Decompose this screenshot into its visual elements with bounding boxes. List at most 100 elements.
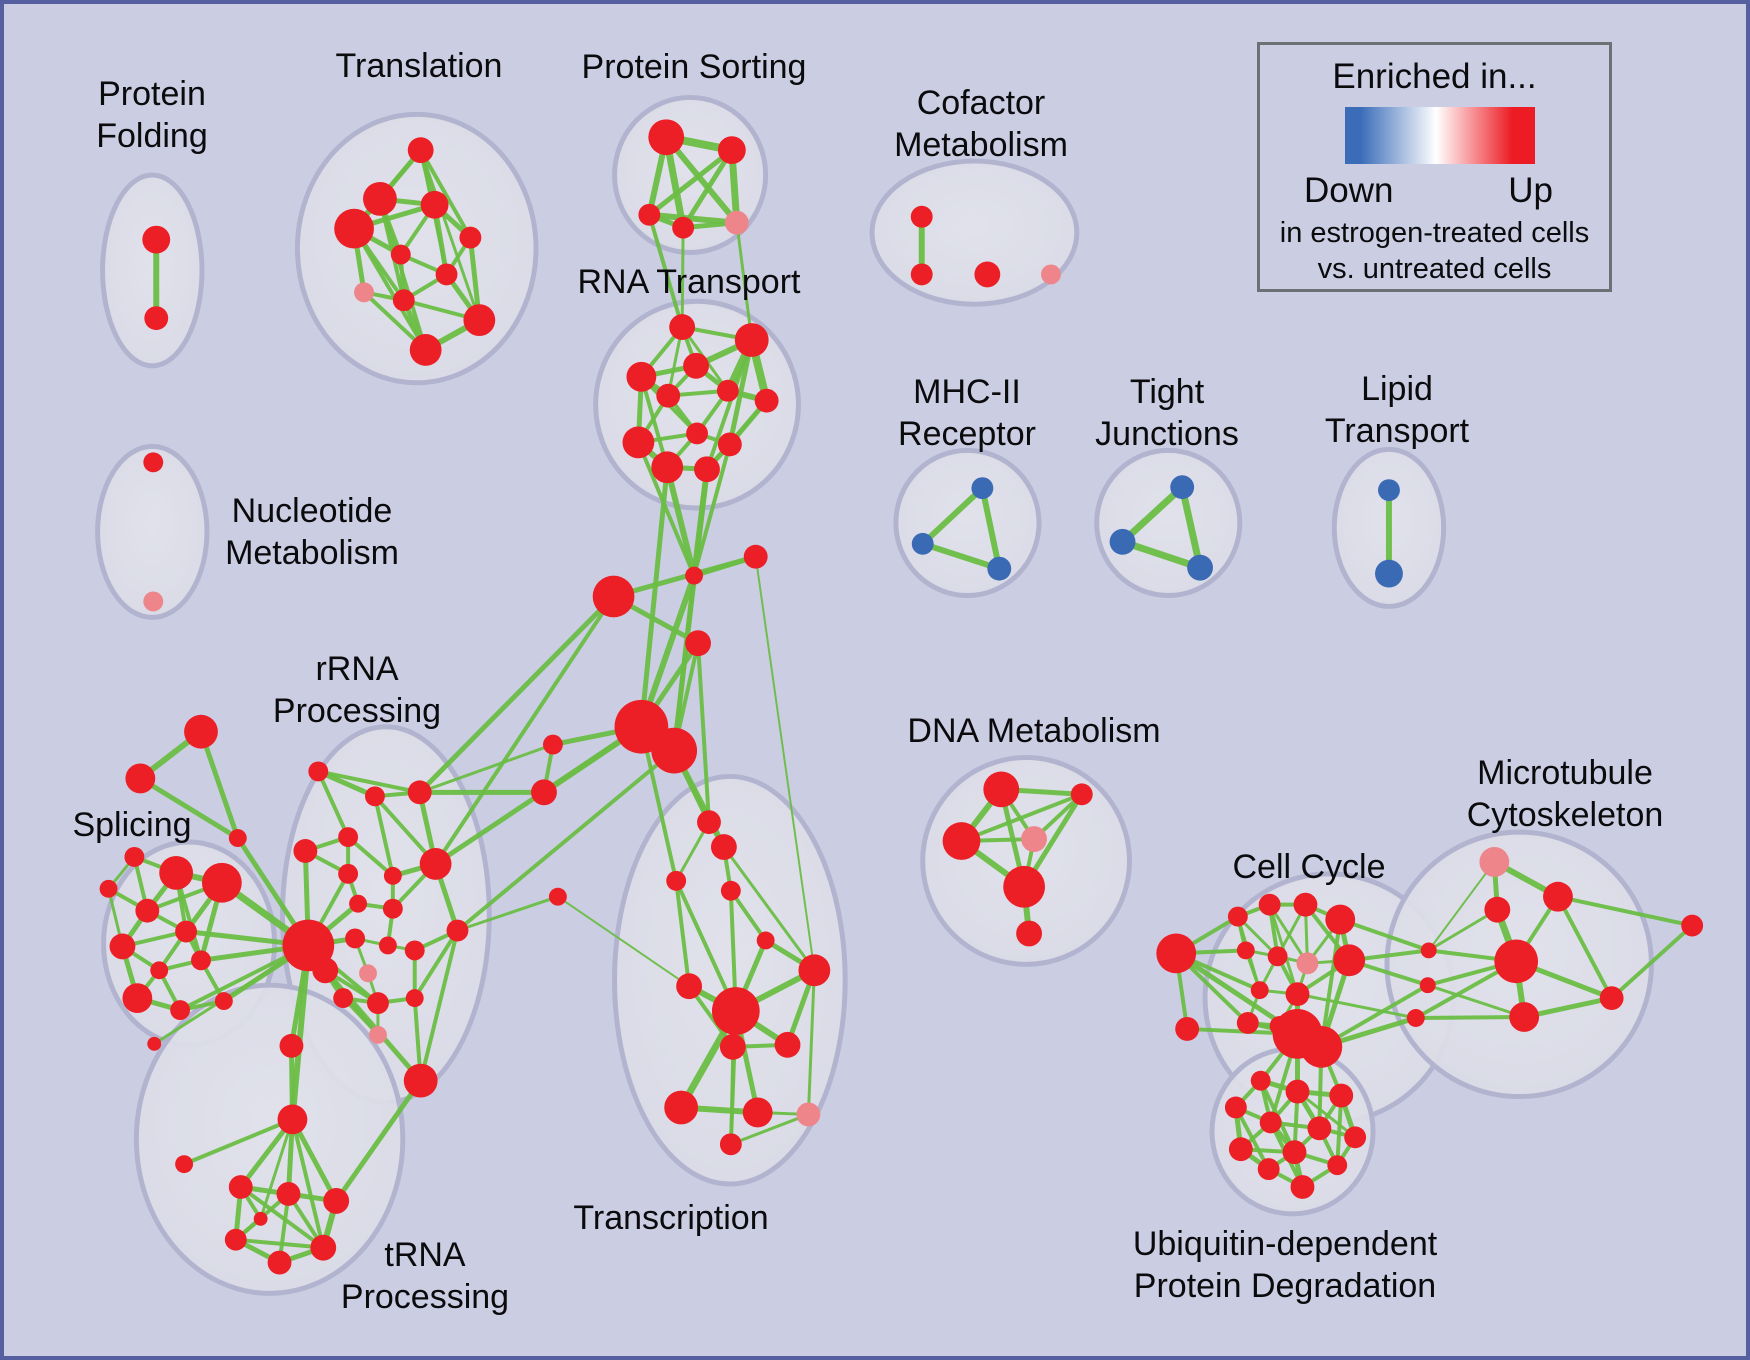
node-tx9 bbox=[774, 1031, 801, 1058]
node-tn10 bbox=[147, 1036, 162, 1051]
node-tn4 bbox=[323, 1187, 350, 1214]
node-j4 bbox=[685, 630, 711, 657]
node-sp1 bbox=[159, 855, 194, 890]
node-t11 bbox=[409, 334, 442, 366]
node-mc6 bbox=[1681, 914, 1704, 937]
node-c4 bbox=[1041, 264, 1061, 285]
node-cc4 bbox=[1325, 904, 1356, 935]
node-tj1 bbox=[1170, 475, 1195, 500]
legend-box: Enriched in... Down Up in estrogen-treat… bbox=[1257, 42, 1612, 292]
edge-mc2-mc6 bbox=[1555, 894, 1695, 928]
node-p5 bbox=[724, 210, 749, 235]
node-d1 bbox=[983, 771, 1020, 808]
node-sp3 bbox=[124, 847, 145, 867]
node-u12 bbox=[1290, 1175, 1315, 1199]
cluster-label-protein-folding-line2: Folding bbox=[96, 117, 208, 155]
network-svg bbox=[95, 94, 1704, 1296]
cluster-ellipse-trna-processing bbox=[133, 982, 406, 1296]
edge-p3-p5 bbox=[646, 211, 740, 226]
edge-p2-p3 bbox=[646, 147, 735, 218]
node-u7 bbox=[1344, 1126, 1367, 1149]
cluster-label-microtubule-cytoskeleton-line2: Cytoskeleton bbox=[1466, 796, 1664, 834]
node-u5 bbox=[1259, 1111, 1282, 1134]
node-t8 bbox=[354, 282, 374, 303]
edge-t4-t11 bbox=[352, 226, 428, 352]
node-b6 bbox=[349, 894, 368, 913]
node-tx5 bbox=[756, 931, 775, 950]
node-cc5 bbox=[1236, 941, 1255, 960]
edge-b17-tn4 bbox=[333, 1078, 424, 1204]
edge-tj1-tj2 bbox=[1119, 483, 1186, 546]
node-n1 bbox=[143, 452, 164, 473]
node-b7 bbox=[382, 898, 403, 919]
edge-m1-m2 bbox=[919, 485, 986, 547]
nodes-layer bbox=[99, 119, 1704, 1275]
legend-down-label: Down bbox=[1304, 171, 1394, 210]
node-cc0 bbox=[1156, 933, 1197, 974]
cluster-label-ubiquitin-degradation-line2: Protein Degradation bbox=[1133, 1267, 1437, 1305]
node-tx6 bbox=[798, 954, 831, 987]
legend-up-label: Up bbox=[1508, 171, 1553, 210]
node-tx11 bbox=[664, 1090, 699, 1125]
edge-m2-m3 bbox=[919, 540, 1003, 572]
edge-p1-p5 bbox=[663, 134, 740, 226]
node-b12 bbox=[333, 988, 354, 1009]
edge-tj1-tj3 bbox=[1178, 483, 1204, 572]
cluster-label-nucleotide-metabolism-line2: Metabolism bbox=[225, 534, 399, 572]
node-tj2 bbox=[1109, 528, 1136, 555]
node-mc4 bbox=[1509, 1002, 1540, 1032]
node-tn2 bbox=[228, 1175, 253, 1199]
node-r2 bbox=[734, 323, 769, 357]
edge-tx6-tx13 bbox=[806, 968, 816, 1116]
node-cc7 bbox=[1296, 952, 1319, 975]
node-p3 bbox=[638, 203, 661, 226]
cluster-label-cofactor-metabolism-line2: Metabolism bbox=[894, 126, 1068, 164]
node-tx13 bbox=[796, 1102, 821, 1127]
node-cc0b bbox=[1175, 1017, 1200, 1041]
node-sp8 bbox=[150, 961, 169, 980]
node-tn7 bbox=[267, 1250, 292, 1275]
node-d3 bbox=[942, 822, 981, 860]
node-tn1 bbox=[277, 1104, 308, 1135]
node-b8 bbox=[446, 919, 469, 942]
node-u11 bbox=[1257, 1158, 1280, 1181]
node-bp1 bbox=[359, 964, 377, 983]
node-tx14 bbox=[719, 1133, 742, 1156]
edge-a1-a2 bbox=[315, 768, 378, 799]
edge-r11-h1 bbox=[638, 464, 670, 730]
edge-a3-j3 bbox=[417, 594, 617, 795]
node-tx1 bbox=[697, 810, 721, 835]
node-cc10 bbox=[1285, 982, 1310, 1007]
edge-tn10-H bbox=[152, 943, 310, 1046]
edge-tn2-tn6 bbox=[238, 1185, 326, 1250]
node-pf1 bbox=[142, 225, 171, 254]
node-b18 bbox=[279, 1033, 304, 1058]
edge-r10-j1 bbox=[692, 442, 732, 578]
cluster-label-rna-transport: RNA Transport bbox=[577, 263, 801, 301]
node-d6 bbox=[1016, 920, 1043, 947]
node-sp9 bbox=[191, 950, 211, 971]
node-b5 bbox=[383, 866, 402, 885]
node-sp5 bbox=[99, 879, 118, 898]
cluster-label-translation: Translation bbox=[335, 47, 503, 85]
node-mcj1 bbox=[1420, 942, 1437, 959]
node-m2 bbox=[911, 532, 934, 555]
node-p4 bbox=[672, 216, 695, 239]
node-cc6 bbox=[1267, 946, 1288, 967]
edge-cc4-mcj1 bbox=[1338, 917, 1431, 953]
node-u10 bbox=[1327, 1155, 1348, 1176]
node-sp6 bbox=[175, 920, 198, 943]
node-cc1 bbox=[1227, 906, 1248, 927]
cluster-label-trna-processing-line1: tRNA bbox=[384, 1236, 466, 1274]
cluster-label-transcription: Transcription bbox=[573, 1199, 769, 1237]
edge-mc4-mc5 bbox=[1521, 995, 1615, 1020]
node-p1 bbox=[648, 119, 685, 156]
edge-b8-b14 bbox=[412, 928, 460, 1001]
cluster-label-dna-metabolism: DNA Metabolism bbox=[907, 712, 1161, 750]
node-cc8 bbox=[1333, 944, 1366, 977]
node-r6 bbox=[656, 383, 681, 408]
node-t2 bbox=[363, 181, 397, 216]
node-L1 bbox=[542, 734, 563, 755]
node-r10 bbox=[717, 432, 742, 457]
edge-tx13-tx14 bbox=[729, 1112, 810, 1146]
